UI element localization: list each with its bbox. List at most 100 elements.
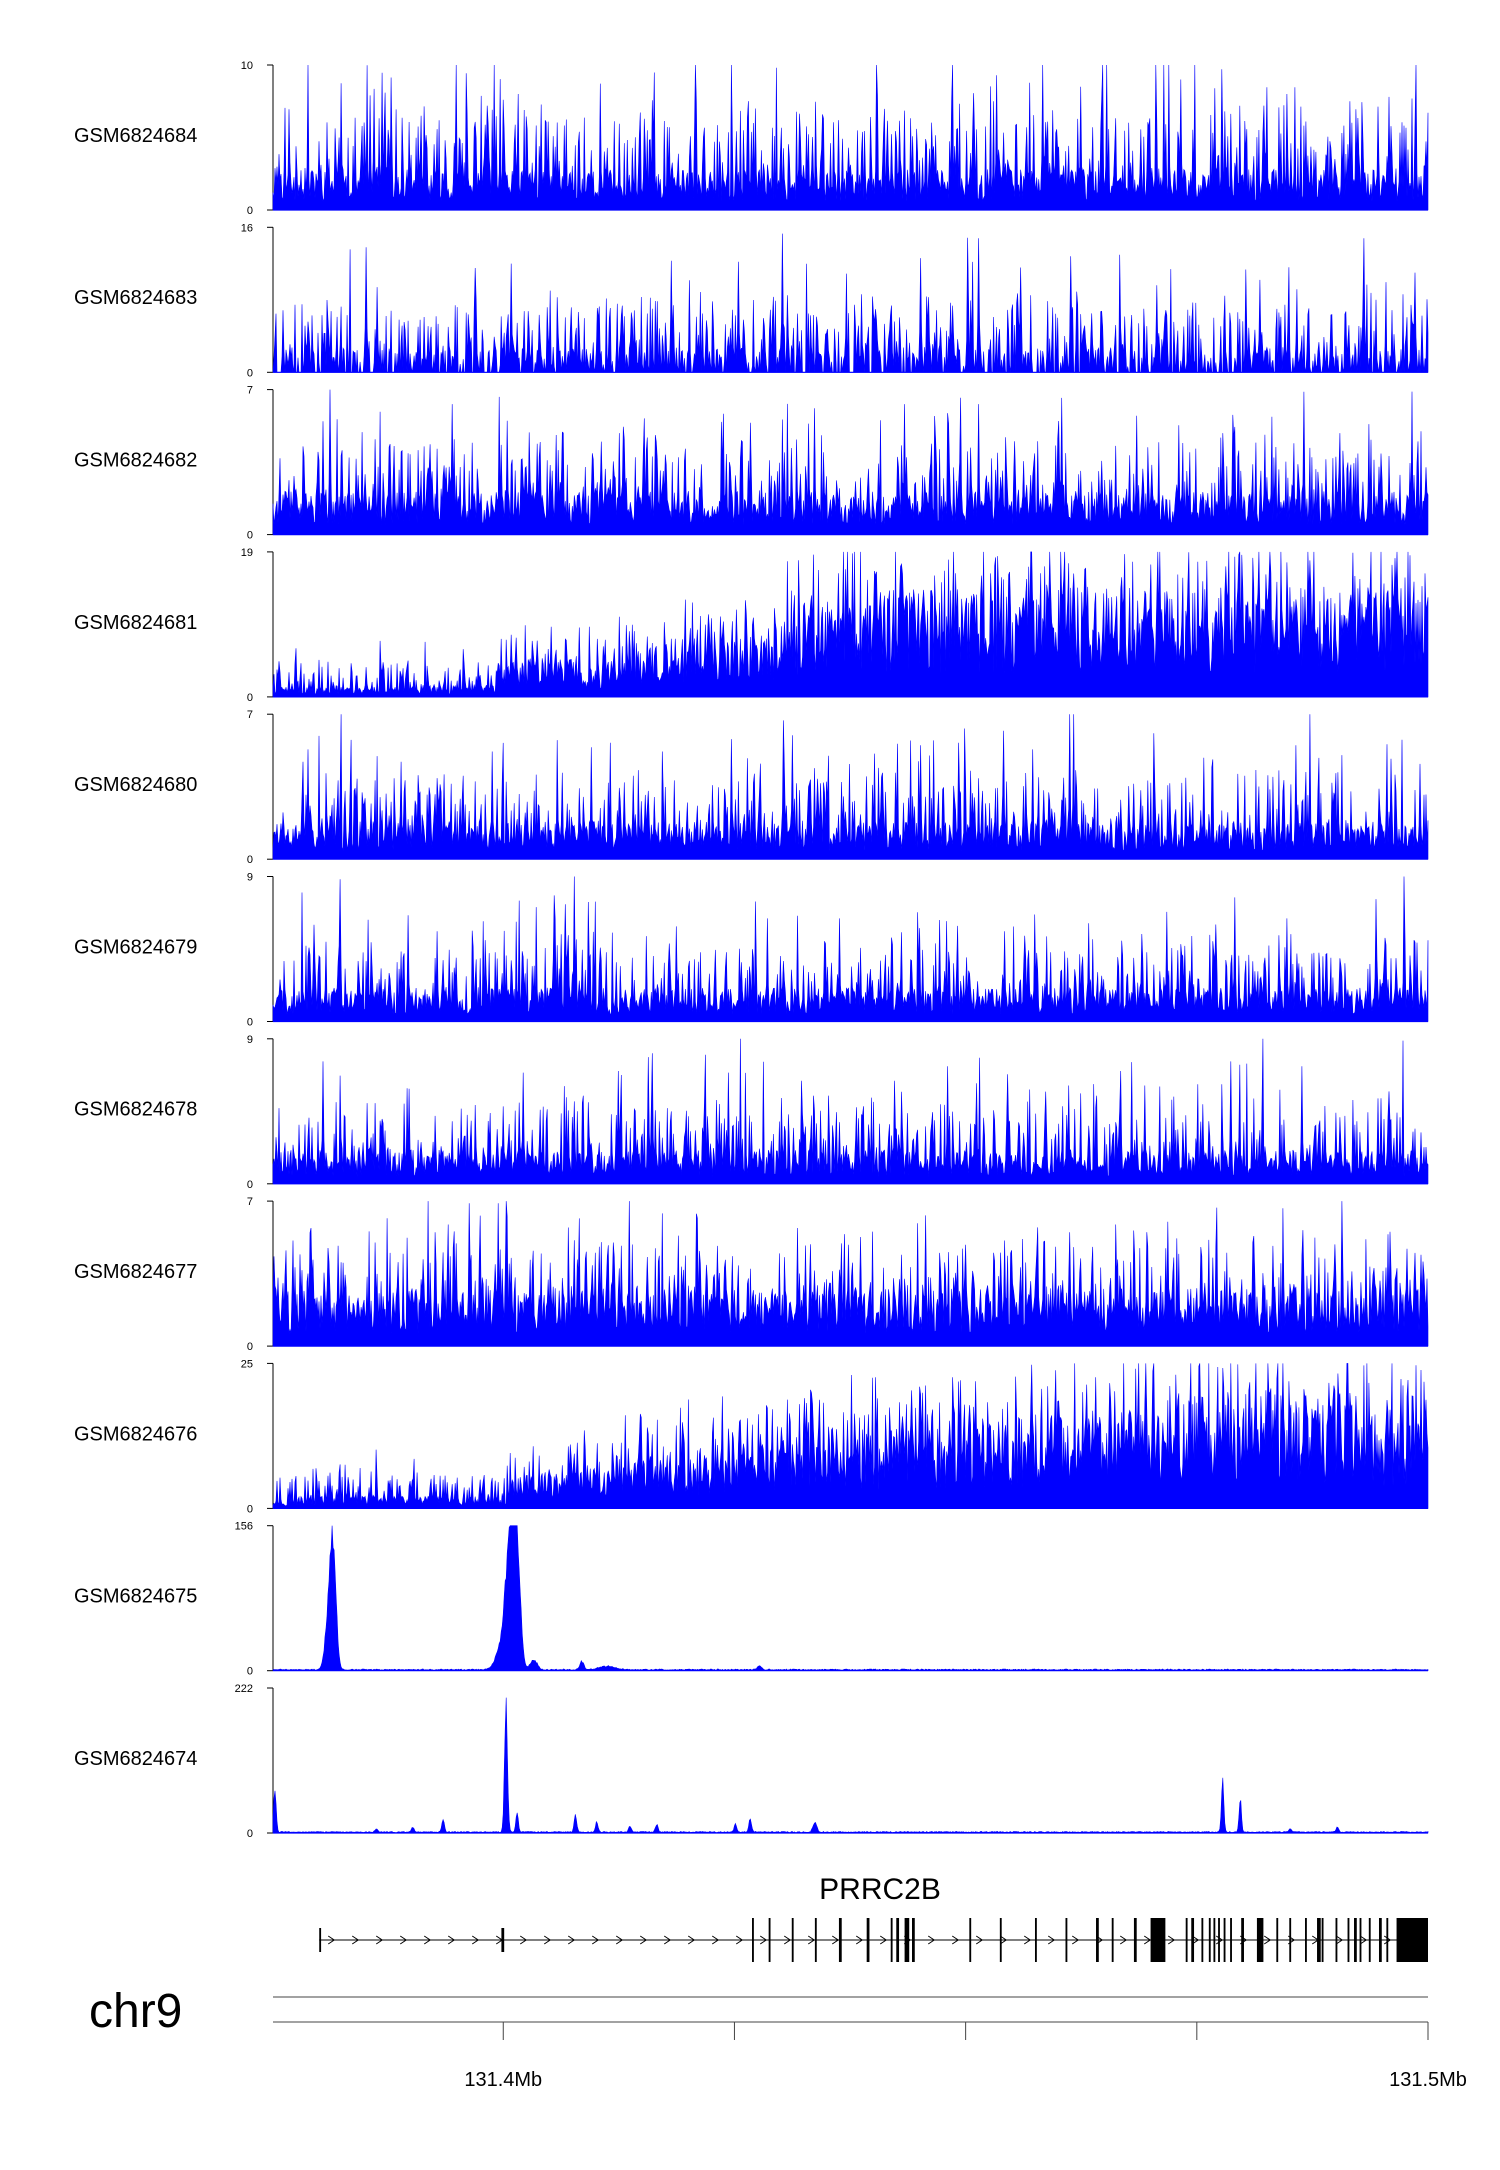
track-gsm6824680: GSM6824680 7 0 <box>74 709 1429 866</box>
exon <box>896 1918 900 1962</box>
strand-arrow <box>975 1935 984 1945</box>
exon <box>911 1918 915 1962</box>
x-tick-label: 131.4Mb <box>464 2069 542 2091</box>
exon <box>838 1918 842 1962</box>
exon <box>768 1918 771 1962</box>
strand-arrow <box>855 1935 864 1945</box>
exon <box>890 1918 893 1962</box>
exon <box>1150 1918 1166 1962</box>
coverage-area <box>272 714 1429 860</box>
genomic-axis: chr9 131.4Mb 131.5Mb <box>89 1985 1467 2091</box>
coverage-area <box>272 1038 1429 1185</box>
strand-arrow <box>615 1935 624 1945</box>
strand-arrow <box>447 1935 456 1945</box>
chromosome-label: chr9 <box>89 1985 182 2038</box>
y-max-label: 7 <box>247 385 253 397</box>
exon <box>1276 1918 1279 1962</box>
track-label: GSM6824675 <box>74 1586 197 1608</box>
strand-arrow <box>807 1935 816 1945</box>
y-min-label: 0 <box>247 1017 253 1029</box>
strand-arrow <box>1119 1935 1128 1945</box>
exon <box>1096 1918 1099 1962</box>
strand-arrow <box>735 1935 744 1945</box>
track-label: GSM6824677 <box>74 1261 197 1283</box>
track-gsm6824682: GSM6824682 7 0 <box>74 385 1429 542</box>
exon <box>1223 1918 1226 1962</box>
strand-arrow <box>831 1935 840 1945</box>
y-max-label: 9 <box>247 872 253 884</box>
exon <box>1185 1918 1188 1962</box>
track-label: GSM6824674 <box>74 1748 197 1770</box>
coverage-area <box>272 389 1429 535</box>
strand-arrow <box>639 1935 648 1945</box>
exon <box>1230 1918 1232 1962</box>
exon <box>1317 1918 1321 1962</box>
strand-arrow <box>783 1935 792 1945</box>
y-max-label: 156 <box>235 1521 253 1533</box>
track-gsm6824681: GSM6824681 19 0 <box>74 547 1429 704</box>
y-min-label: 0 <box>247 205 253 217</box>
exon <box>319 1928 322 1952</box>
track-label: GSM6824679 <box>74 936 197 958</box>
exon <box>1378 1918 1382 1962</box>
strand-arrow <box>543 1935 552 1945</box>
exon <box>904 1918 910 1962</box>
strand-arrow <box>711 1935 720 1945</box>
track-gsm6824678: GSM6824678 9 0 <box>74 1034 1429 1191</box>
strand-arrow <box>1263 1935 1272 1945</box>
exon <box>1218 1918 1220 1962</box>
strand-arrow <box>663 1935 672 1945</box>
track-gsm6824677: GSM6824677 7 0 <box>74 1196 1429 1353</box>
track-label: GSM6824684 <box>74 125 197 147</box>
exon <box>1368 1918 1371 1962</box>
exon <box>1111 1918 1114 1962</box>
y-min-label: 0 <box>247 1828 253 1840</box>
exon <box>752 1918 754 1962</box>
track-label: GSM6824681 <box>74 612 197 634</box>
y-max-label: 10 <box>241 60 253 72</box>
strand-arrow <box>1143 1935 1152 1945</box>
coverage-area <box>272 551 1429 698</box>
coverage-area <box>272 876 1429 1022</box>
exon <box>1335 1918 1338 1962</box>
strand-arrow <box>1359 1935 1368 1945</box>
strand-arrow <box>1167 1935 1176 1945</box>
strand-arrow <box>687 1935 696 1945</box>
exon <box>1213 1918 1216 1962</box>
coverage-area <box>272 1201 1429 1347</box>
strand-arrow <box>951 1935 960 1945</box>
track-gsm6824683: GSM6824683 16 0 <box>74 222 1429 379</box>
gene-annotation-track: PRRC2B <box>319 1873 1428 1962</box>
y-min-label: 0 <box>247 367 253 379</box>
exon <box>1359 1918 1362 1962</box>
strand-arrow <box>1335 1935 1344 1945</box>
y-max-label: 25 <box>241 1358 253 1370</box>
strand-arrow <box>327 1935 336 1945</box>
exon <box>866 1918 870 1962</box>
track-gsm6824684: GSM6824684 10 0 <box>74 60 1429 217</box>
track-gsm6824679: GSM6824679 9 0 <box>74 872 1429 1029</box>
exon <box>1396 1918 1428 1962</box>
strand-arrow <box>927 1935 936 1945</box>
strand-arrow <box>1383 1935 1392 1945</box>
exon <box>1034 1918 1037 1962</box>
strand-arrow <box>591 1935 600 1945</box>
strand-arrow <box>879 1935 888 1945</box>
strand-arrow <box>1191 1935 1200 1945</box>
exon <box>969 1918 972 1962</box>
y-max-label: 7 <box>247 709 253 721</box>
x-tick-label: 131.5Mb <box>1389 2069 1467 2091</box>
exon <box>1133 1918 1137 1962</box>
y-min-label: 0 <box>247 1341 253 1353</box>
exon <box>999 1918 1002 1962</box>
track-label: GSM6824676 <box>74 1423 197 1445</box>
strand-arrow <box>351 1935 360 1945</box>
exon <box>1289 1918 1292 1962</box>
track-label: GSM6824678 <box>74 1099 197 1121</box>
coverage-area <box>272 1525 1429 1671</box>
track-label: GSM6824680 <box>74 774 197 796</box>
exon <box>1354 1918 1357 1962</box>
strand-arrow <box>519 1935 528 1945</box>
strand-arrow <box>759 1935 768 1945</box>
